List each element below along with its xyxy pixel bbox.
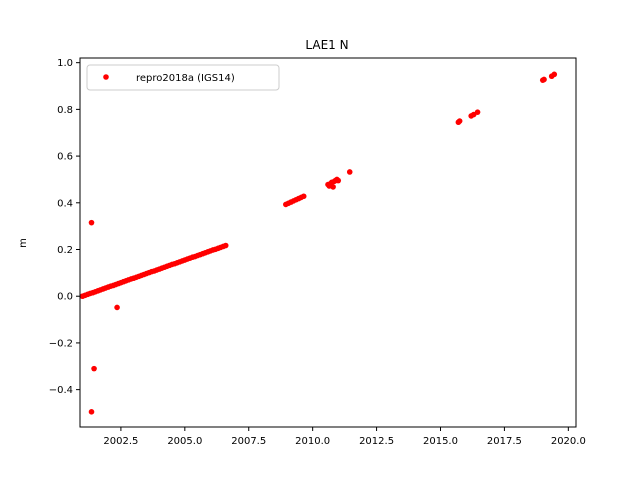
x-axis-ticks: 2002.5 2005.0 2007.5 2010.0 2012.5 2015.0 2017… [103,427,586,447]
x-tick-label: 2017.5 [487,436,522,447]
data-point [88,219,95,226]
chart-title: LAE1 N [305,38,348,52]
x-tick-label: 2015.0 [423,436,458,447]
data-point [335,177,342,184]
y-tick-label: −0.4 [49,385,73,396]
y-axis-label: m [18,238,29,248]
data-point [541,76,547,83]
data-point [474,109,481,115]
data-point [300,193,307,200]
x-tick-label: 2002.5 [103,436,138,447]
plot-frame [79,57,577,428]
y-tick-label: 0.2 [57,245,73,256]
legend-marker [103,74,109,80]
x-tick-label: 2020.0 [551,436,586,447]
y-tick-label: 0.8 [57,105,73,116]
data-point [222,242,229,249]
legend: repro2018a (IGS14) [86,64,280,91]
data-point [346,169,353,175]
data-point [114,304,120,311]
data-point [551,71,558,78]
data-point [456,118,463,124]
y-tick-label: 0.0 [57,292,73,303]
x-tick-label: 2007.5 [231,436,266,447]
x-tick-label: 2005.0 [167,436,202,447]
data-points [79,71,558,415]
y-axis-ticks: −0.4 −0.2 0.0 0.2 0.4 0.6 0.8 1.0 [49,58,80,396]
y-tick-label: 0.4 [57,198,73,209]
y-tick-label: −0.2 [49,338,73,349]
x-tick-label: 2010.0 [295,436,330,447]
legend-box [86,64,280,91]
x-tick-label: 2012.5 [359,436,394,447]
y-tick-label: 0.6 [57,152,73,163]
y-tick-label: 1.0 [57,58,73,69]
legend-label: repro2018a (IGS14) [136,73,235,84]
data-point [91,365,97,372]
data-point [88,409,95,415]
data-point [330,184,336,190]
